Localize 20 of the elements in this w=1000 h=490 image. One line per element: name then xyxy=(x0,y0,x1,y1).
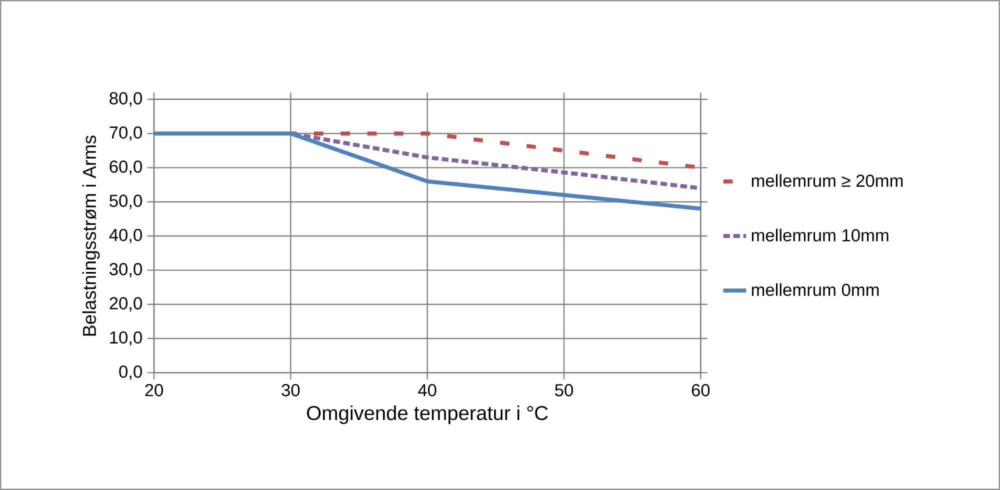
y-tick-label: 40,0 xyxy=(109,228,142,244)
y-tick-label: 50,0 xyxy=(110,194,142,209)
x-axis-title: Omgivende temperatur i °C xyxy=(307,405,548,424)
y-tick-label: 70,0 xyxy=(110,126,142,141)
x-tick-label: 40 xyxy=(418,384,436,396)
y-tick-label: 30,0 xyxy=(110,263,142,278)
line-series xyxy=(152,132,703,211)
y-tick-label: 20,0 xyxy=(110,297,142,312)
y-tick-label: 60,0 xyxy=(110,160,142,175)
x-tick-label: 20 xyxy=(145,384,163,396)
legend-label: mellemrum 0mm xyxy=(752,283,879,296)
x-tick-label: 60 xyxy=(692,384,710,396)
y-tick-label: 10,0 xyxy=(110,331,142,346)
legend-label: mellemrum ≥ 20mm xyxy=(752,174,903,187)
y-tick-label: 80,0 xyxy=(110,92,142,106)
y-axis-title: Belastningsstrøm i Arms xyxy=(82,136,100,336)
x-tick-label: 30 xyxy=(282,384,300,396)
y-tick-label: 0,0 xyxy=(119,366,142,380)
x-tick-label: 50 xyxy=(555,384,573,396)
legend-label: mellemrum 10mm xyxy=(752,228,888,242)
